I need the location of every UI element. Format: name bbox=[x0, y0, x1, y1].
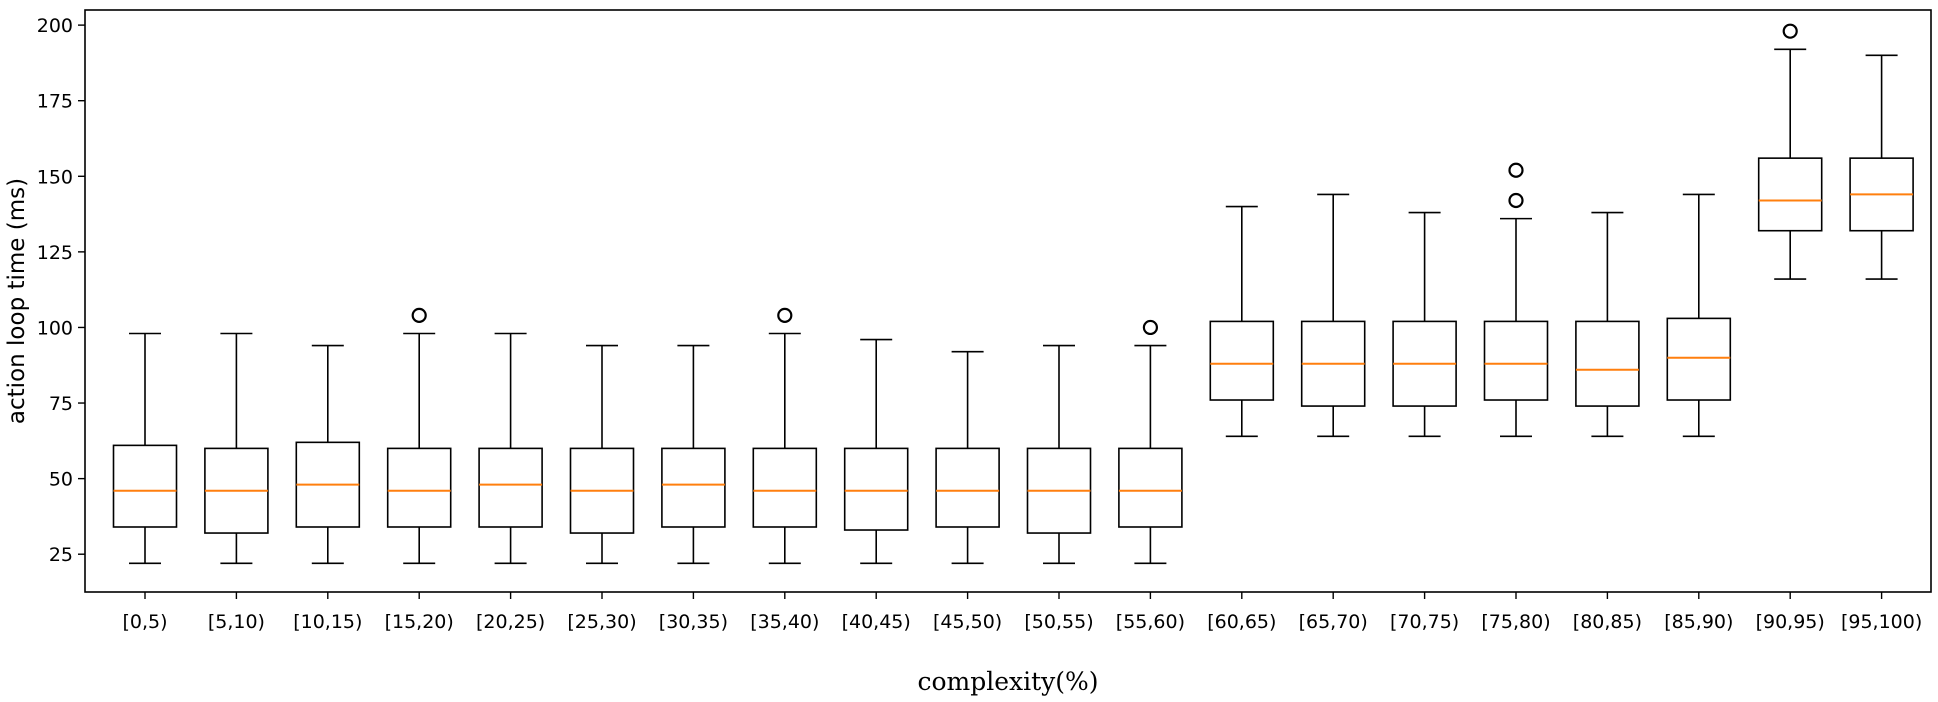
x-tick-label: [5,10) bbox=[208, 611, 265, 633]
y-tick-label: 100 bbox=[37, 317, 73, 339]
iqr-box bbox=[478, 447, 543, 528]
x-tick-label: [85,90) bbox=[1664, 611, 1733, 633]
box-[0,5) bbox=[112, 332, 178, 565]
x-tick-label: [50,55) bbox=[1024, 611, 1093, 633]
x-tick-label: [75,80) bbox=[1481, 611, 1550, 633]
iqr-box bbox=[1118, 447, 1183, 528]
iqr-box bbox=[1757, 157, 1823, 232]
box-[5,10) bbox=[204, 332, 269, 565]
plot-frame bbox=[84, 9, 1932, 593]
x-axis-title: complexity(%) bbox=[917, 667, 1098, 696]
x-tick-label: [35,40) bbox=[750, 611, 819, 633]
box-series bbox=[112, 23, 1914, 565]
y-tick-label: 175 bbox=[37, 91, 73, 113]
box-[55,60) bbox=[1118, 319, 1183, 565]
box-[25,30) bbox=[569, 344, 635, 565]
box-[20,25) bbox=[478, 332, 543, 565]
box-[15,20) bbox=[386, 307, 452, 565]
outlier-point bbox=[777, 307, 793, 323]
x-tick-label: [30,35) bbox=[659, 611, 728, 633]
outlier-point bbox=[1508, 192, 1524, 209]
iqr-box bbox=[112, 444, 178, 528]
outlier-point bbox=[1142, 319, 1159, 336]
box-[40,45) bbox=[843, 338, 909, 565]
y-axis: 25 50 75 100 125 150 175 200 bbox=[37, 15, 85, 566]
iqr-box bbox=[1483, 320, 1549, 401]
outlier-point bbox=[411, 307, 427, 323]
box-[95,100) bbox=[1849, 54, 1914, 280]
box-[50,55) bbox=[1026, 344, 1092, 565]
y-tick-label: 125 bbox=[37, 242, 73, 264]
x-tick-label: [0,5) bbox=[122, 611, 167, 633]
x-tick-label: [55,60) bbox=[1116, 611, 1185, 633]
box-[35,40) bbox=[752, 307, 818, 565]
x-tick-label: [25,30) bbox=[567, 611, 636, 633]
iqr-box bbox=[386, 447, 452, 528]
x-tick-label: [15,20) bbox=[385, 611, 454, 633]
box-[75,80) bbox=[1483, 162, 1549, 438]
x-tick-label: [95,100) bbox=[1841, 611, 1922, 633]
box-[65,70) bbox=[1300, 193, 1366, 438]
box-[85,90) bbox=[1666, 193, 1732, 438]
box-[10,15) bbox=[295, 344, 361, 565]
x-tick-label: [20,25) bbox=[476, 611, 545, 633]
x-axis: [0,5) [5,10) [10,15) [15,20) [20,25) [25,30) [… bbox=[122, 592, 1922, 633]
y-tick-label: 50 bbox=[49, 469, 73, 491]
box-[60,65) bbox=[1209, 205, 1275, 438]
x-tick-label: [70,75) bbox=[1390, 611, 1459, 633]
x-tick-label: [65,70) bbox=[1299, 611, 1368, 633]
iqr-box bbox=[661, 447, 726, 528]
y-tick-label: 150 bbox=[37, 166, 73, 188]
iqr-box bbox=[1666, 317, 1732, 401]
x-tick-label: [45,50) bbox=[933, 611, 1002, 633]
y-tick-label: 25 bbox=[49, 544, 73, 566]
outlier-point bbox=[1508, 162, 1524, 178]
box-[80,85) bbox=[1575, 211, 1640, 438]
box-[90,95) bbox=[1757, 23, 1823, 280]
x-tick-label: [60,65) bbox=[1207, 611, 1276, 633]
box-[30,35) bbox=[661, 344, 726, 565]
iqr-box bbox=[935, 447, 1000, 528]
y-axis-title: action loop time (ms) bbox=[4, 178, 30, 424]
x-tick-label: [80,85) bbox=[1573, 611, 1642, 633]
iqr-box bbox=[1209, 320, 1275, 401]
y-tick-label: 75 bbox=[49, 393, 73, 415]
outlier-point bbox=[1782, 23, 1798, 39]
x-tick-label: [40,45) bbox=[842, 611, 911, 633]
box-[45,50) bbox=[935, 350, 1000, 565]
iqr-box bbox=[1575, 320, 1640, 407]
x-tick-label: [90,95) bbox=[1756, 611, 1825, 633]
box-[70,75) bbox=[1392, 211, 1457, 438]
iqr-box bbox=[752, 447, 818, 528]
iqr-box bbox=[843, 447, 909, 531]
x-tick-label: [10,15) bbox=[293, 611, 362, 633]
y-tick-label: 200 bbox=[37, 15, 73, 37]
